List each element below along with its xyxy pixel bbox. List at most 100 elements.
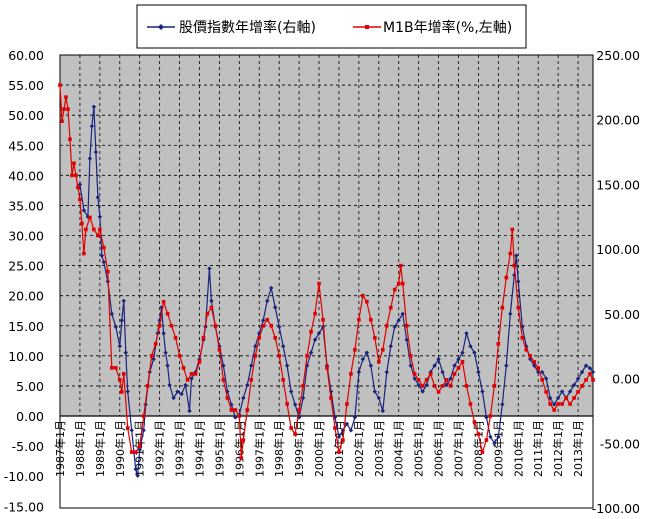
m1b-point [239,456,244,460]
m1b-point [66,107,70,111]
m1b-point [185,378,190,382]
stock-index-point [524,344,529,349]
y-left-tick-label: 25.00 [8,259,44,274]
y-right-tick-label: 0.00 [612,372,640,387]
m1b-point [229,408,234,412]
y-left-tick-label: 0.00 [16,409,44,424]
m1b-point [480,450,485,454]
y-left-tick-label: 20.00 [8,289,44,304]
stock-index-point [380,408,385,414]
m1b-point [333,426,337,430]
stock-index-point [492,441,497,446]
legend-box [136,4,527,49]
m1b-point [273,335,277,340]
x-tick-label: 2008年1月 [471,420,485,477]
m1b-point [464,384,469,388]
m1b-point [436,390,441,394]
m1b-point [329,396,333,400]
stock-index-point [308,350,314,355]
m1b-point [293,432,297,436]
stock-index-point [396,318,401,323]
stock-index-point [543,376,549,381]
m1b-point [404,323,409,328]
m1b-point [221,378,226,382]
m1b-point [325,366,329,370]
m1b-point [265,317,270,322]
m1b-point [341,438,345,442]
y-left-tick-label: 5.00 [16,379,44,394]
m1b-point [74,173,78,178]
m1b-point [165,311,170,316]
y-left-tick-label: 50.00 [8,108,44,123]
m1b-point [233,408,238,412]
m1b-point [189,372,194,376]
stock-index-point [448,376,453,381]
m1b-point [428,372,433,376]
stock-index-point [253,344,258,349]
m1b-point [420,384,425,388]
m1b-point [456,366,461,370]
stock-index-point [344,421,350,427]
x-tick-label: 2003年1月 [372,420,386,477]
m1b-point [572,396,576,400]
stock-index-point [280,344,286,349]
m1b-point [289,426,293,430]
stock-index-point [587,366,593,371]
m1b-point [472,420,477,424]
stock-index-point [93,149,99,155]
stock-index-point [376,395,382,401]
m1b-point [416,378,421,382]
plot-border [59,54,594,509]
m1b-point [544,390,548,394]
m1b-point [102,245,106,250]
m1b-point [76,185,80,190]
m1b-point [369,317,373,322]
m1b-point [96,233,100,238]
x-tick-label: 2013年1月 [571,420,585,477]
stock-index-point [356,369,362,375]
y-left-tick-label: 35.00 [8,198,44,213]
m1b-point [309,329,313,334]
m1b-point [384,323,389,328]
m1b-point [512,263,517,268]
m1b-point [72,161,76,166]
stock-index-point [336,434,342,440]
x-tick-label: 1994年1月 [192,420,206,477]
m1b-point [560,402,564,406]
m1b-point [281,378,285,382]
stock-index-point [300,395,306,401]
stock-index-point [500,402,505,407]
stock-index-point [547,395,553,401]
stock-index-point [121,298,126,304]
m1b-point [249,378,254,382]
m1b-point [444,378,449,382]
y-left-tick-label: 30.00 [8,229,44,244]
stock-index-point [135,473,140,478]
m1b-point [217,348,222,352]
m1b-point [532,360,537,364]
y-right-tick-label: 100.00 [596,242,640,257]
stock-index-point [476,369,481,375]
m1b-point [106,269,110,274]
m1b-point [508,251,513,256]
m1b-point [84,227,88,232]
x-tick-label: 1992年1月 [153,420,167,477]
stock-index-point [488,434,493,440]
m1b-point [60,119,64,123]
m1b-point [588,372,592,376]
stock-index-point [424,382,429,388]
stock-index-point [95,195,101,200]
stock-index-point [179,391,184,397]
m1b-point [201,335,206,340]
stock-index-point [416,382,421,388]
stock-index-point [456,356,461,362]
m1b-point [448,384,453,388]
m1b-point [484,438,489,442]
y-left-tick-label: -10.00 [4,469,44,484]
m1b-point [392,287,397,292]
stock-index-point [189,376,194,381]
m1b-point [209,305,214,310]
m1b-point [297,408,301,412]
y-left-tick-label: 15.00 [8,319,44,334]
m1b-point [58,83,62,87]
